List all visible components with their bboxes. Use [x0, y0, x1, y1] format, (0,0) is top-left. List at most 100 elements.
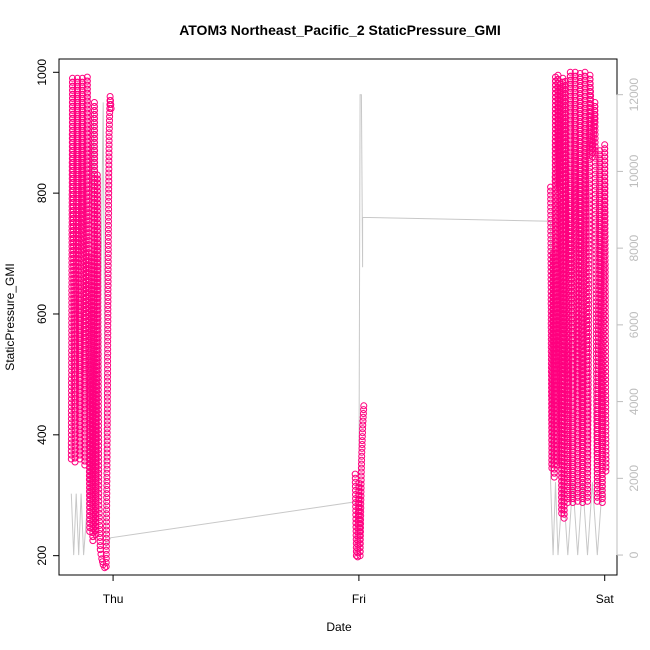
data-point	[74, 175, 82, 182]
data-point	[84, 169, 92, 177]
data-point	[95, 517, 103, 525]
data-point	[104, 325, 112, 333]
data-point	[94, 227, 102, 235]
data-point	[94, 378, 102, 386]
data-point	[94, 275, 102, 282]
data-point	[103, 530, 110, 538]
data-point	[94, 354, 102, 362]
data-point	[358, 437, 366, 445]
data-point	[69, 78, 76, 86]
data-point	[102, 550, 110, 558]
data-point	[83, 105, 91, 113]
data-point	[94, 199, 101, 207]
data-point	[95, 485, 103, 493]
data-point	[69, 134, 77, 142]
data-point	[94, 330, 102, 338]
data-point	[94, 370, 102, 378]
data-point	[84, 113, 91, 121]
data-point	[94, 338, 102, 346]
data-point	[69, 118, 77, 126]
data-point	[104, 274, 112, 282]
data-point	[104, 333, 112, 341]
data-point	[105, 213, 112, 221]
data-point	[103, 401, 111, 409]
data-point	[74, 106, 82, 114]
data-point	[83, 81, 91, 89]
y2-tick-label: 6000	[627, 311, 641, 338]
data-point	[93, 179, 101, 187]
data-point	[69, 146, 77, 154]
y2-tick-label: 0	[627, 551, 641, 558]
data-point	[74, 134, 82, 142]
data-point	[104, 246, 112, 253]
data-point	[105, 133, 113, 141]
data-point	[94, 231, 102, 239]
altitude-line	[70, 94, 607, 556]
plot-frame	[58, 58, 618, 576]
data-point	[359, 417, 367, 425]
data-point	[84, 109, 91, 117]
x-tick-label: Fri	[352, 592, 366, 606]
data-point	[83, 97, 91, 105]
data-point	[358, 444, 366, 452]
data-point	[69, 150, 77, 158]
data-point	[95, 501, 103, 509]
y2-tick-label: 12000	[627, 78, 641, 112]
data-point	[358, 433, 366, 441]
data-point	[103, 522, 110, 530]
data-point	[74, 195, 82, 202]
data-point	[96, 522, 104, 529]
data-point	[91, 143, 98, 150]
data-point	[351, 470, 359, 478]
data-point	[69, 98, 77, 106]
data-point	[69, 106, 77, 114]
data-point	[105, 205, 113, 213]
data-point	[104, 385, 111, 393]
data-point	[94, 374, 102, 382]
data-point	[105, 121, 113, 129]
data-point	[74, 171, 82, 178]
data-point	[103, 441, 111, 449]
data-point	[95, 418, 102, 426]
data-point	[104, 290, 112, 297]
data-point	[106, 117, 113, 125]
data-point	[93, 175, 101, 183]
data-point	[91, 123, 98, 130]
data-point	[83, 93, 91, 101]
data-point	[69, 82, 77, 90]
data-point	[74, 126, 82, 134]
data-point	[69, 182, 77, 190]
data-point	[94, 382, 102, 390]
data-point	[105, 149, 113, 157]
data-point	[103, 461, 111, 469]
data-point	[104, 233, 112, 241]
data-point	[94, 195, 101, 203]
data-point	[94, 386, 102, 394]
data-point	[359, 425, 367, 433]
data-point	[83, 77, 91, 85]
data-point	[94, 255, 102, 263]
data-point	[104, 341, 112, 349]
data-point	[357, 520, 365, 528]
data-point	[69, 162, 77, 170]
data-point	[94, 406, 102, 414]
data-point	[103, 393, 111, 401]
data-point	[74, 183, 82, 190]
data-point	[95, 462, 103, 469]
data-point	[94, 314, 102, 322]
data-point	[69, 74, 76, 82]
data-point	[94, 267, 102, 274]
data-point	[94, 318, 102, 326]
data-point	[74, 143, 82, 150]
data-point	[91, 115, 98, 122]
data-point	[84, 165, 92, 173]
y-axis-left: 200 400 600 800 1000	[35, 59, 60, 566]
data-point	[104, 369, 112, 377]
data-point	[84, 141, 92, 149]
data-point	[69, 130, 77, 138]
data-point	[357, 508, 365, 516]
data-point	[357, 528, 364, 536]
data-point	[94, 239, 102, 247]
y2-tick-label: 10000	[627, 154, 641, 188]
data-point	[95, 509, 103, 517]
